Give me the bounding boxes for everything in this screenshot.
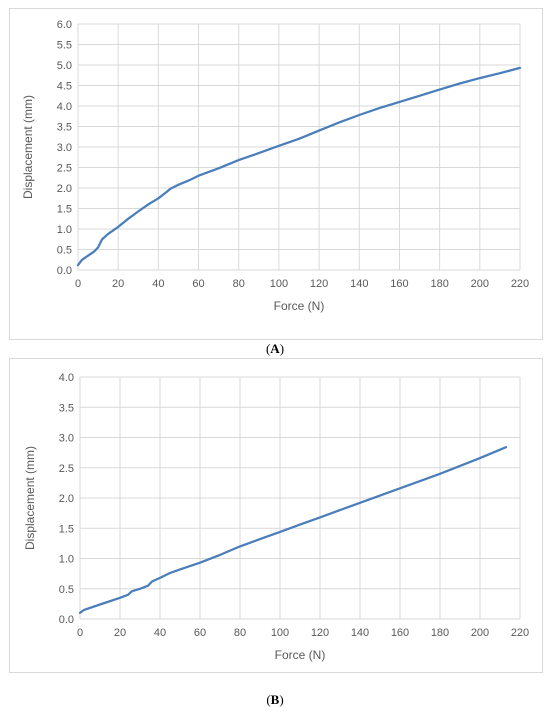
x-tick-label: 160 (391, 627, 409, 639)
x-tick-label: 60 (192, 278, 204, 290)
x-tick-label: 40 (152, 278, 164, 290)
x-tick-label: 100 (271, 627, 289, 639)
caption-a-letter: A (270, 341, 280, 356)
y-tick-label: 4.0 (57, 101, 72, 113)
y-tick-label: 1.5 (59, 523, 74, 535)
y-tick-label: 3.5 (57, 122, 72, 134)
x-tick-label: 220 (511, 278, 529, 290)
chart-panel-a: 0 20 40 60 80 100 120 140 160 180 200 220 0.0 0.5 1.0 1… (9, 8, 543, 340)
y-tick-label: 5.0 (57, 60, 72, 72)
x-tick-label: 180 (431, 627, 449, 639)
x-axis-label: Force (N) (275, 648, 326, 662)
x-tick-label: 0 (75, 278, 81, 290)
x-tick-label: 40 (154, 627, 166, 639)
caption-a: (A) (265, 341, 285, 356)
x-tick-label: 180 (430, 278, 448, 290)
x-axis-label: Force (N) (274, 299, 325, 313)
x-tick-label: 80 (234, 627, 246, 639)
y-tick-label: 5.5 (57, 40, 72, 52)
caption-b: (B) (266, 692, 284, 707)
y-tick-label: 1.0 (59, 554, 74, 566)
y-tick-label: 1.5 (57, 204, 72, 216)
y-tick-label: 3.0 (59, 433, 74, 445)
y-tick-label: 0.5 (59, 584, 74, 596)
y-tick-label: 2.0 (57, 183, 72, 195)
x-tick-label: 20 (112, 278, 124, 290)
x-tick-label: 100 (270, 278, 288, 290)
chart-panel-b: 0 20 40 60 80 100 120 140 160 180 200 220 0.0 0.5 1.0 1… (9, 358, 543, 673)
y-tick-label: 0.5 (57, 245, 72, 257)
y-tick-label: 2.5 (59, 463, 74, 475)
x-tick-label: 200 (471, 278, 489, 290)
y-tick-label: 6.0 (57, 19, 72, 31)
y-tick-label: 1.0 (57, 224, 72, 236)
x-tick-label: 60 (194, 627, 206, 639)
x-tick-label: 200 (471, 627, 489, 639)
y-tick-label: 0.0 (57, 265, 72, 277)
y-tick-label: 3.5 (59, 402, 74, 414)
x-tick-label: 120 (310, 278, 328, 290)
x-tick-label: 140 (351, 627, 369, 639)
y-tick-label: 2.5 (57, 163, 72, 175)
y-axis-label: Displacement (mm) (21, 95, 35, 199)
chart-b-svg: 0 20 40 60 80 100 120 140 160 180 200 220 0.0 0.5 1.0 1… (23, 372, 529, 662)
x-tick-label: 140 (350, 278, 368, 290)
y-tick-label: 4.0 (59, 372, 74, 384)
x-tick-label: 0 (77, 627, 83, 639)
y-tick-label: 2.0 (59, 493, 74, 505)
y-tick-label: 3.0 (57, 142, 72, 154)
chart-a-svg: 0 20 40 60 80 100 120 140 160 180 200 220 0.0 0.5 1.0 1… (21, 19, 529, 313)
series-line (78, 446, 508, 615)
x-tick-label: 80 (233, 278, 245, 290)
caption-b-letter: B (270, 692, 280, 707)
y-tick-label: 4.5 (57, 81, 72, 93)
x-tick-label: 20 (114, 627, 126, 639)
x-tick-label: 220 (511, 627, 529, 639)
y-axis-label: Displacement (mm) (23, 446, 37, 550)
x-tick-label: 160 (390, 278, 408, 290)
y-tick-label: 0.0 (59, 614, 74, 626)
series-line (76, 66, 522, 267)
x-tick-label: 120 (311, 627, 329, 639)
